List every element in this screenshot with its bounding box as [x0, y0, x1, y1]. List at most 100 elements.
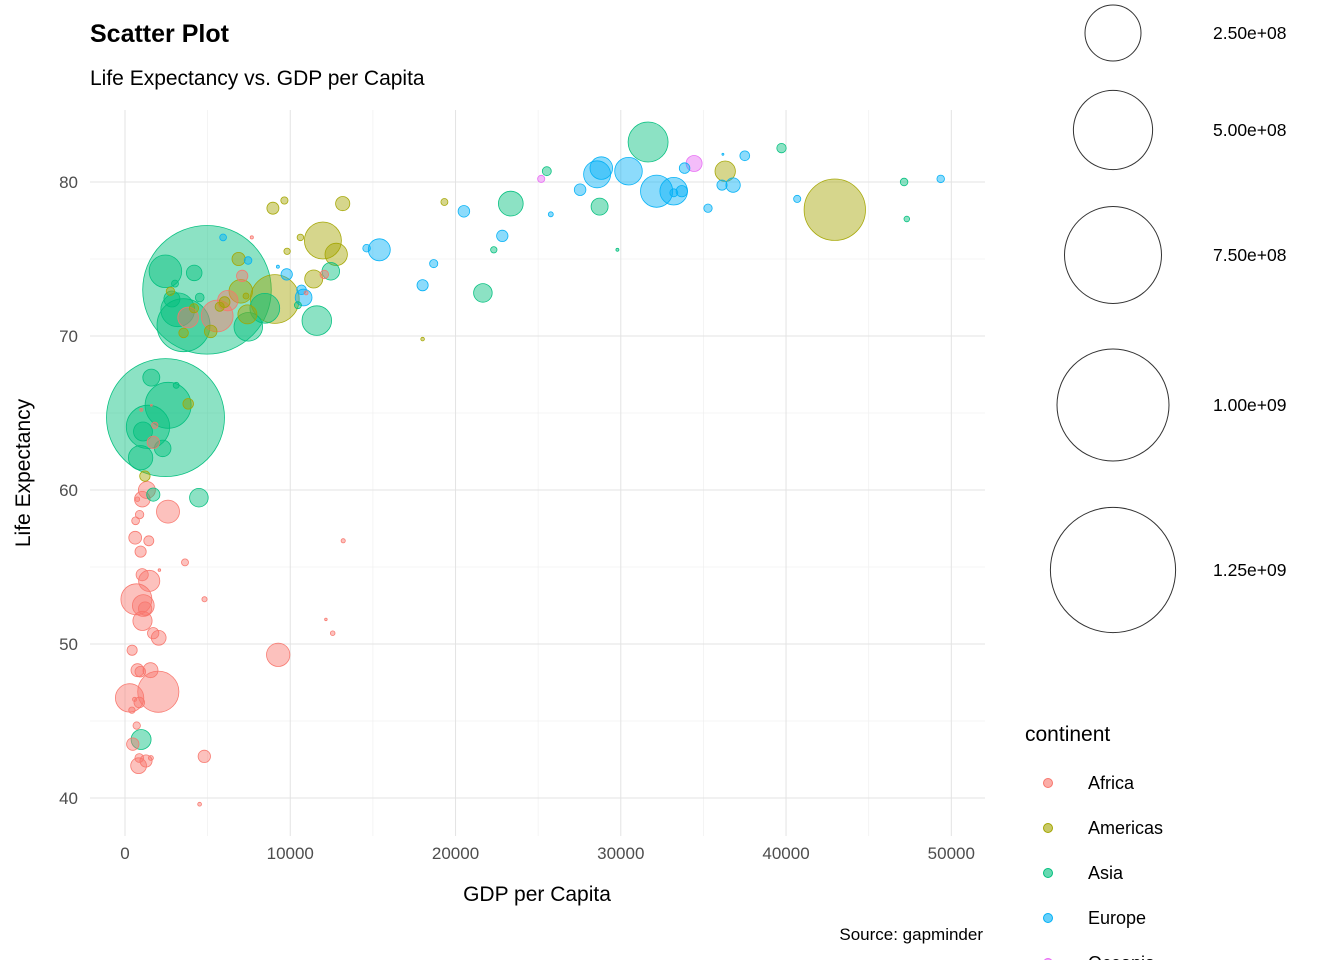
y-tick-label: 80 — [59, 173, 78, 192]
data-point — [296, 233, 305, 242]
data-point — [143, 535, 155, 547]
data-point — [303, 290, 309, 296]
data-point — [134, 666, 147, 678]
data-point — [142, 662, 159, 679]
data-point — [547, 211, 554, 218]
data-point — [130, 757, 147, 774]
x-axis-tick-labels: 0 10000 20000 30000 40000 50000 — [120, 844, 975, 863]
data-point — [185, 264, 203, 282]
data-point — [275, 264, 280, 269]
bubbles-layer — [106, 121, 945, 807]
x-tick-label: 40000 — [762, 844, 809, 863]
data-point — [165, 286, 175, 296]
data-point — [537, 174, 546, 183]
data-point — [725, 177, 741, 193]
gridlines-layer — [90, 110, 985, 836]
data-point — [615, 247, 620, 252]
data-point — [590, 197, 609, 216]
data-point — [903, 215, 910, 223]
data-point — [146, 435, 160, 449]
data-point — [739, 150, 751, 162]
data-point — [614, 156, 643, 186]
continent-legend-title: continent — [1025, 723, 1110, 746]
chart-title: Scatter Plot — [90, 20, 230, 48]
data-point — [171, 279, 179, 288]
y-tick-label: 70 — [59, 327, 78, 346]
data-point — [243, 256, 253, 265]
data-point — [130, 729, 152, 750]
data-point — [146, 487, 161, 502]
data-point — [130, 663, 145, 678]
data-point — [147, 627, 160, 640]
data-point — [182, 398, 194, 410]
data-point — [148, 254, 183, 288]
data-point — [138, 601, 153, 616]
continent-key-label: Asia — [1088, 863, 1124, 883]
size-legend: 2.50e+08 5.00e+08 7.50e+08 1.00e+09 1.25e+09 — [1049, 4, 1286, 634]
data-point — [280, 196, 289, 205]
data-point — [490, 246, 498, 254]
data-point — [138, 569, 161, 592]
data-point — [429, 259, 439, 269]
data-point — [266, 201, 280, 215]
data-point — [936, 174, 945, 184]
data-point — [214, 301, 225, 312]
continent-key-dot — [1043, 868, 1053, 878]
data-point — [150, 629, 167, 646]
size-legend-circle — [1056, 348, 1170, 462]
data-point — [340, 538, 346, 544]
data-point — [188, 303, 199, 314]
data-point — [367, 238, 391, 262]
continent-key-label: Europe — [1088, 908, 1146, 928]
data-point — [589, 156, 614, 180]
data-point — [721, 152, 725, 156]
data-point — [573, 183, 587, 196]
data-point — [293, 301, 302, 310]
continent-key-dot — [1043, 823, 1053, 833]
data-point — [440, 198, 449, 206]
data-point — [126, 737, 140, 751]
data-point — [126, 644, 138, 656]
data-point — [131, 516, 140, 526]
data-point — [362, 243, 371, 253]
size-legend-circle — [1049, 506, 1177, 634]
data-point — [142, 368, 161, 387]
data-point — [197, 749, 211, 764]
data-point — [304, 269, 324, 289]
data-point — [203, 324, 218, 339]
data-point — [139, 407, 144, 412]
y-axis-tick-labels: 40 50 60 70 80 — [59, 173, 78, 808]
y-tick-label: 50 — [59, 635, 78, 654]
data-point — [128, 530, 143, 545]
x-tick-label: 50000 — [928, 844, 975, 863]
data-point — [473, 283, 493, 303]
data-point — [201, 596, 208, 603]
data-point — [133, 421, 153, 442]
data-point — [219, 233, 227, 242]
data-point — [137, 481, 156, 499]
data-point — [132, 610, 153, 631]
y-axis-title: Life Expectancy — [12, 398, 35, 547]
data-point — [132, 696, 138, 702]
data-point — [236, 269, 249, 282]
size-legend-label: 2.50e+08 — [1213, 23, 1286, 43]
size-legend-label: 7.50e+08 — [1213, 245, 1286, 265]
data-point — [172, 381, 180, 389]
data-point — [249, 235, 254, 240]
data-point — [178, 327, 189, 339]
data-point — [335, 196, 351, 212]
data-point — [228, 279, 254, 304]
data-point — [716, 179, 728, 191]
continent-legend: Africa Americas Asia Europe Oceania — [1043, 773, 1163, 960]
data-point — [156, 499, 180, 524]
data-point — [283, 247, 291, 255]
data-point — [134, 753, 145, 763]
y-tick-label: 40 — [59, 789, 78, 808]
chart-subtitle: Life Expectancy vs. GDP per Capita — [90, 67, 425, 90]
x-tick-label: 30000 — [597, 844, 644, 863]
data-point — [249, 274, 300, 324]
data-point — [137, 670, 180, 713]
data-point — [134, 496, 141, 502]
data-point — [899, 177, 909, 187]
